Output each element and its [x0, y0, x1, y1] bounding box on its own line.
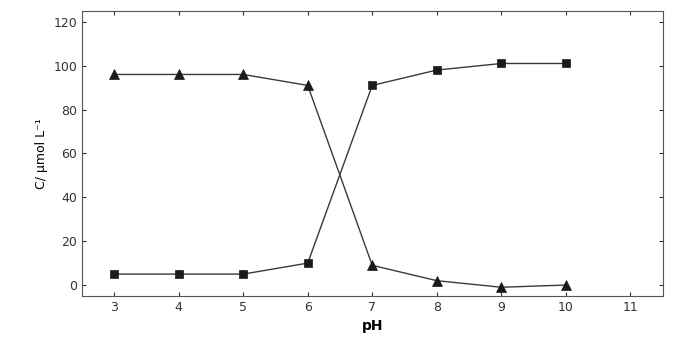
- Y-axis label: C/ μmol L⁻¹: C/ μmol L⁻¹: [35, 118, 48, 189]
- X-axis label: pH: pH: [361, 319, 383, 334]
